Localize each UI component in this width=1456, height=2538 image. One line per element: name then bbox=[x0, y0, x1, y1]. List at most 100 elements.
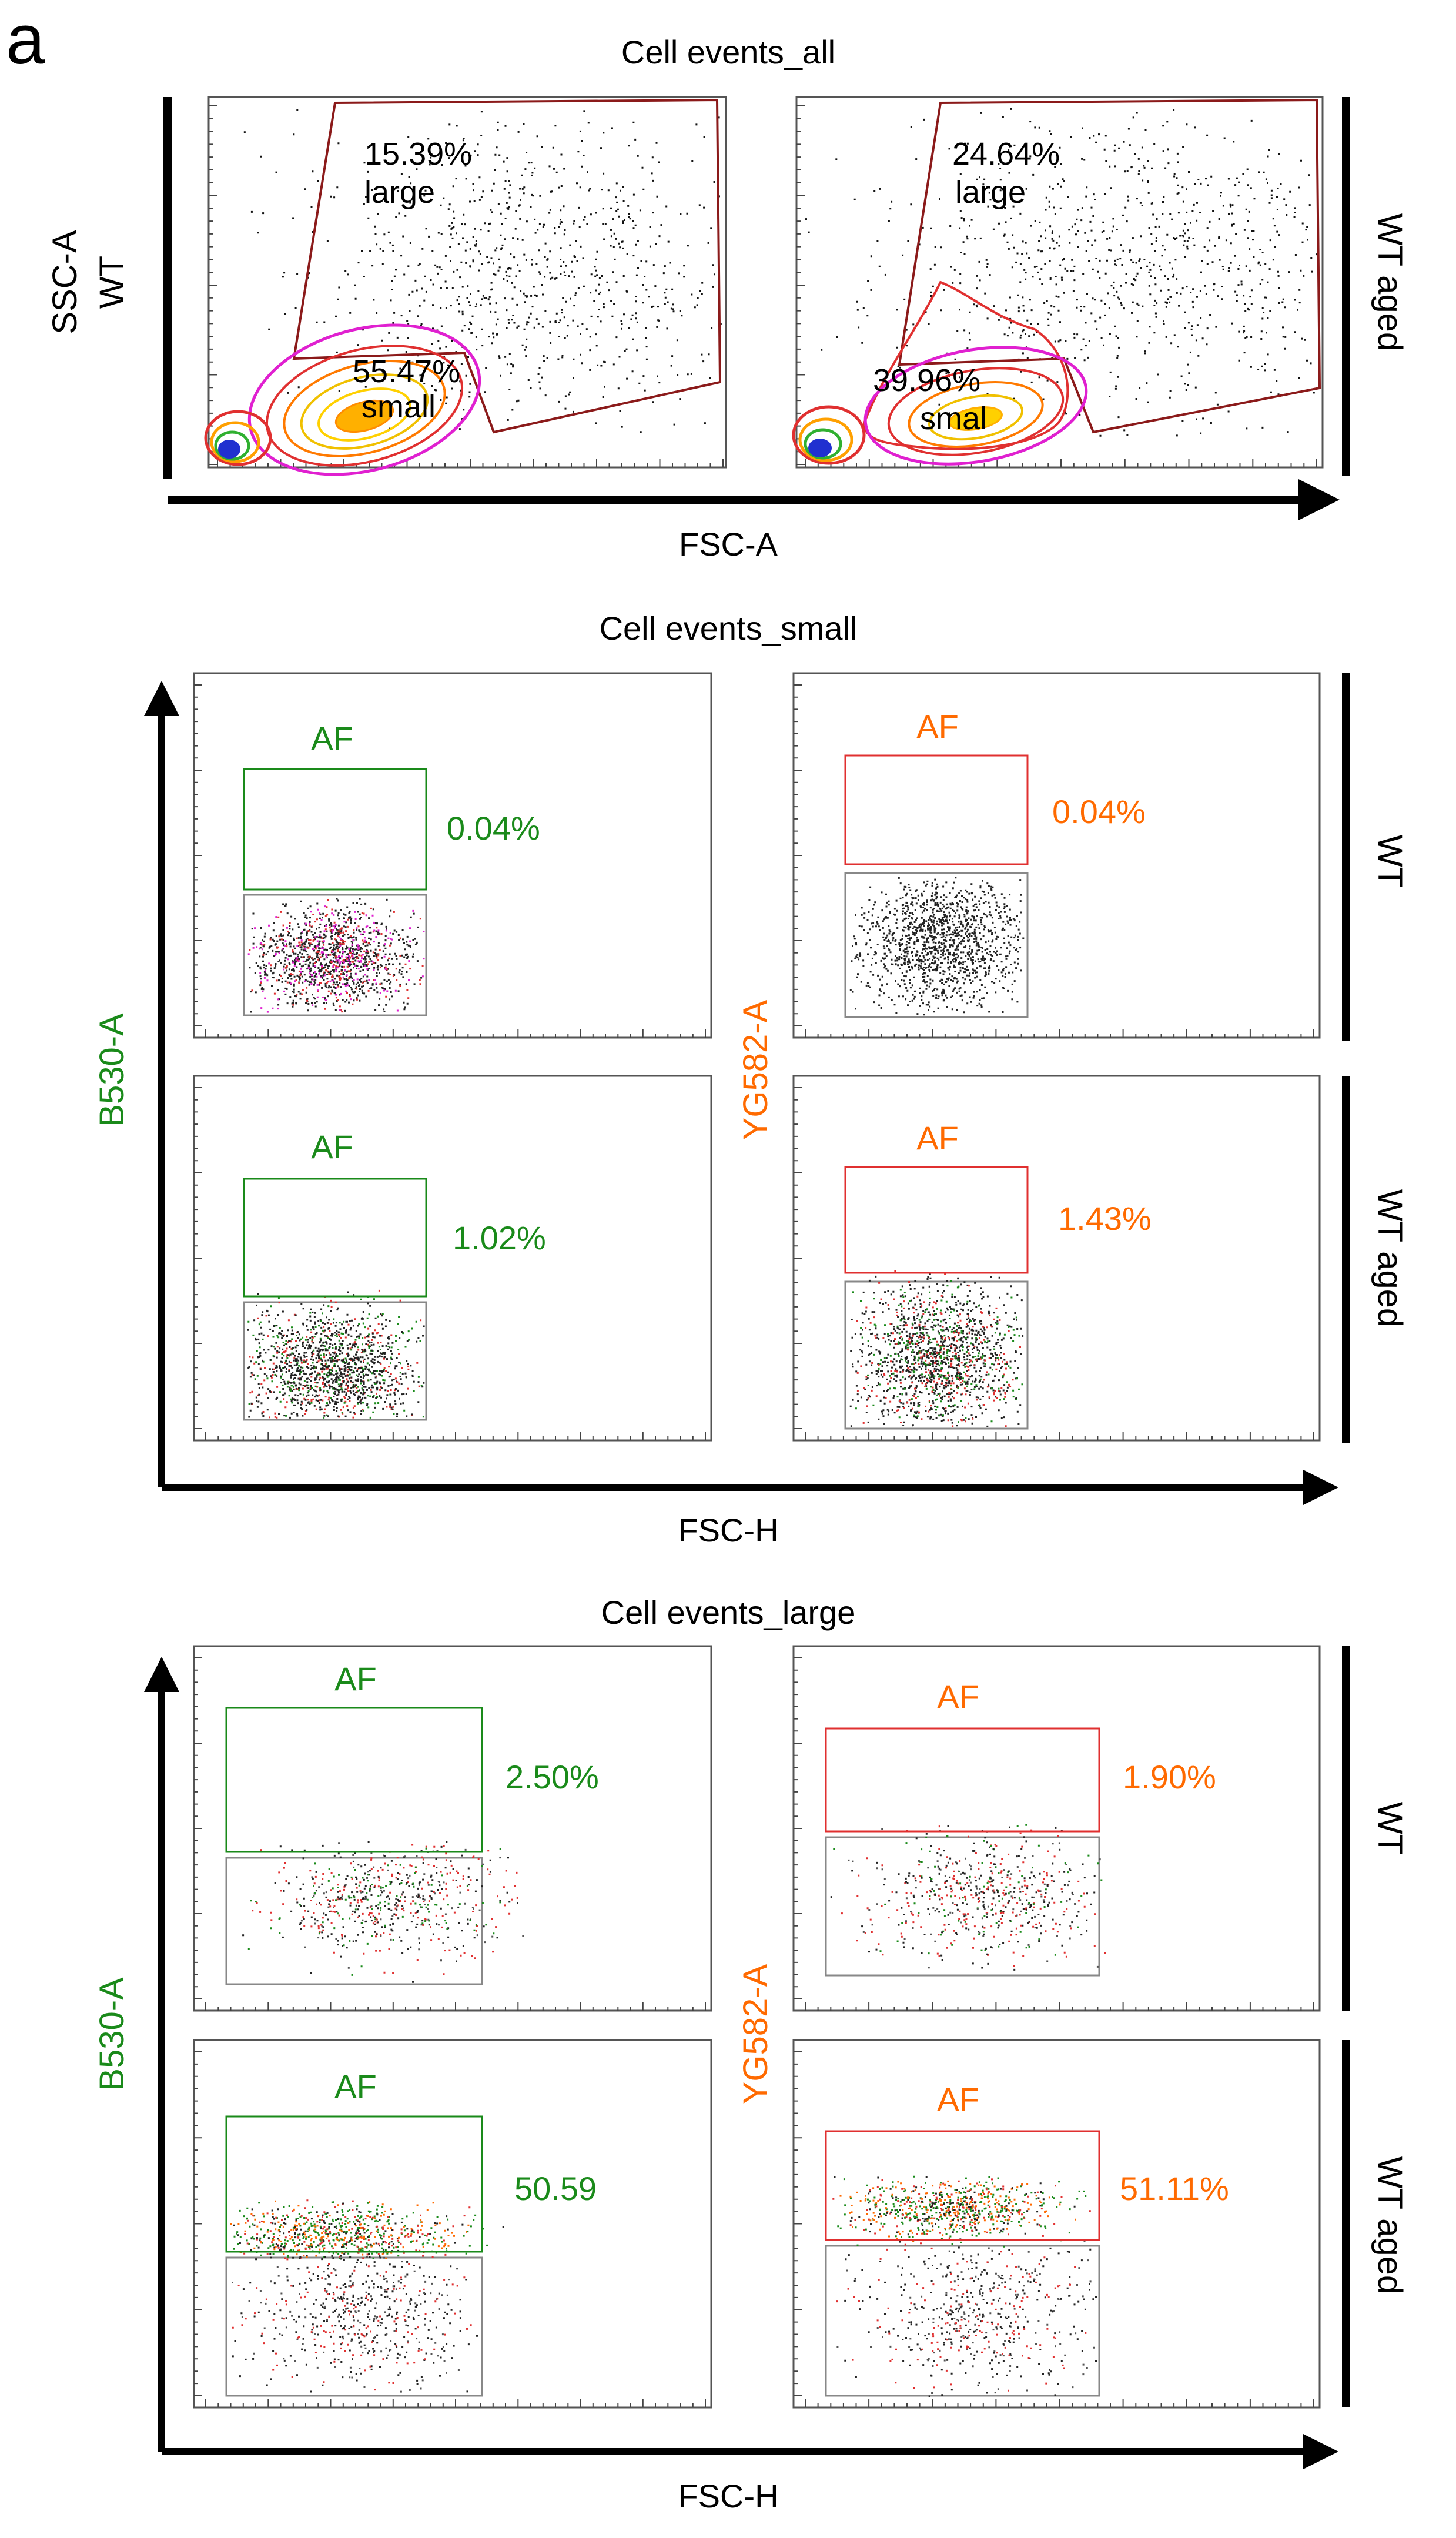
events-gate bbox=[844, 872, 1029, 1018]
af-gate-label: AF bbox=[334, 1660, 377, 1697]
event-dots bbox=[839, 2180, 1076, 2242]
event-dots bbox=[849, 877, 1025, 1016]
event-dots bbox=[848, 1828, 1101, 1969]
row-label-wt-left: WT bbox=[93, 256, 131, 309]
af-scatter-points bbox=[230, 2199, 504, 2259]
origin-contours bbox=[792, 405, 866, 465]
scatter-points bbox=[849, 1270, 1024, 1427]
event-dots bbox=[252, 1844, 518, 1975]
y-ticks bbox=[209, 105, 217, 465]
scatter-points bbox=[836, 2246, 1097, 2397]
y-ticks bbox=[794, 1087, 802, 1429]
section-cell-events-large: Cell events_large FSC-H B530-A YG582-A W… bbox=[93, 1594, 1409, 2514]
tick-marks bbox=[194, 1657, 202, 1999]
gate-large-label: large bbox=[955, 175, 1026, 210]
section-cell-events-small: Cell events_small FSC-H B530-A YG582-A W… bbox=[93, 610, 1409, 1549]
panel-frame bbox=[795, 96, 1324, 469]
gate-large-label: large bbox=[364, 175, 435, 210]
gate-small-label: smal bbox=[920, 401, 987, 436]
af-percent: 1.43% bbox=[1058, 1200, 1152, 1237]
tick-marks bbox=[805, 1432, 1314, 1440]
event-dots bbox=[247, 1296, 424, 1419]
events-gate bbox=[825, 2245, 1100, 2397]
tick-marks bbox=[794, 2051, 802, 2396]
af-percent: 2.50% bbox=[506, 1758, 599, 1795]
panel-small-b530-wt-aged: AF 1.02% bbox=[193, 1075, 712, 1442]
tick-marks bbox=[205, 2399, 706, 2407]
x-ticks bbox=[217, 459, 724, 467]
tick-marks bbox=[805, 459, 1317, 467]
event-dots bbox=[232, 2256, 478, 2393]
tick-marks bbox=[794, 1657, 802, 1999]
x-axis-label: FSC-H bbox=[678, 1512, 778, 1549]
x-ticks bbox=[205, 2002, 706, 2011]
panel-small-yg582-wt-aged: AF 1.43% bbox=[792, 1075, 1321, 1442]
af-gate bbox=[844, 1166, 1029, 1274]
gate-small-percent: 55.47% bbox=[353, 354, 460, 389]
af-percent: 50.59 bbox=[514, 2170, 597, 2207]
af-scatter-points bbox=[832, 2175, 1091, 2248]
small-gate-contours bbox=[247, 323, 481, 476]
events-gate bbox=[844, 1280, 1029, 1430]
af-gate-label: AF bbox=[311, 720, 353, 757]
y-ticks bbox=[796, 105, 805, 465]
figure-label: a bbox=[6, 0, 45, 79]
y-ticks bbox=[794, 2051, 802, 2396]
x-axis-label: FSC-H bbox=[678, 2477, 778, 2514]
row-label-wt-aged: WT aged bbox=[1371, 213, 1409, 351]
gate-small-percent: 39.96% bbox=[873, 363, 980, 398]
af-gate bbox=[225, 2115, 483, 2253]
y-ticks bbox=[194, 1657, 202, 1999]
scatter-points bbox=[849, 877, 1025, 1016]
scatter-points bbox=[247, 898, 425, 1013]
af-gate bbox=[825, 1727, 1100, 1833]
panel-small-b530-wt: AF 0.04% bbox=[193, 672, 712, 1039]
y-ticks bbox=[194, 2051, 202, 2396]
panel-frame bbox=[792, 1645, 1321, 2012]
y-ticks bbox=[794, 1657, 802, 1999]
event-dots bbox=[841, 1825, 1106, 1967]
event-dots bbox=[249, 898, 423, 1013]
y-axis-label-b530: B530-A bbox=[93, 1013, 131, 1127]
af-gate-label: AF bbox=[916, 1119, 959, 1156]
events-gate bbox=[225, 2256, 483, 2397]
tick-marks bbox=[217, 459, 724, 467]
panel-frame bbox=[792, 672, 1321, 1039]
panel-large-b530-wt-aged: AF 50.59 bbox=[193, 2039, 712, 2409]
y-ticks bbox=[794, 684, 802, 1026]
scatter-points bbox=[243, 109, 722, 433]
row-label-wt: WT bbox=[1371, 835, 1409, 888]
event-dots bbox=[243, 2199, 471, 2259]
panel-frame bbox=[792, 2039, 1321, 2409]
y-ticks bbox=[194, 684, 202, 1026]
af-gate-label: AF bbox=[937, 1678, 979, 1715]
x-ticks bbox=[805, 2002, 1314, 2011]
row-label-wt-aged: WT aged bbox=[1371, 1189, 1409, 1327]
events-gate bbox=[243, 894, 427, 1016]
gate-small-label: small bbox=[362, 389, 436, 424]
large-gate-polygon bbox=[292, 98, 722, 434]
event-dots bbox=[242, 1841, 518, 1983]
event-dots bbox=[844, 2246, 1097, 2397]
event-dots bbox=[834, 2176, 1086, 2243]
x-ticks bbox=[805, 1029, 1314, 1038]
event-dots bbox=[232, 2256, 460, 2393]
panel-frame bbox=[193, 1075, 712, 1442]
panel-all-wt: 15.39% large 55.47% small bbox=[204, 96, 727, 476]
y-ticks bbox=[194, 1087, 202, 1429]
af-gate-label: AF bbox=[334, 2068, 377, 2105]
tick-marks bbox=[794, 684, 802, 1026]
af-percent: 1.02% bbox=[453, 1219, 546, 1256]
gate-large-percent: 15.39% bbox=[364, 136, 472, 172]
panel-large-yg582-wt-aged: AF 51.11% bbox=[792, 2039, 1321, 2409]
panel-frame bbox=[193, 2039, 712, 2409]
y-axis-label-yg582: YG582-A bbox=[737, 1964, 775, 2104]
tick-marks bbox=[205, 2002, 706, 2011]
y-axis-label-b530: B530-A bbox=[93, 1977, 131, 2091]
af-percent: 0.04% bbox=[447, 810, 540, 847]
af-gate bbox=[825, 2130, 1100, 2241]
tick-marks bbox=[209, 105, 217, 465]
x-ticks bbox=[805, 1432, 1314, 1440]
panel-frame bbox=[207, 96, 727, 469]
